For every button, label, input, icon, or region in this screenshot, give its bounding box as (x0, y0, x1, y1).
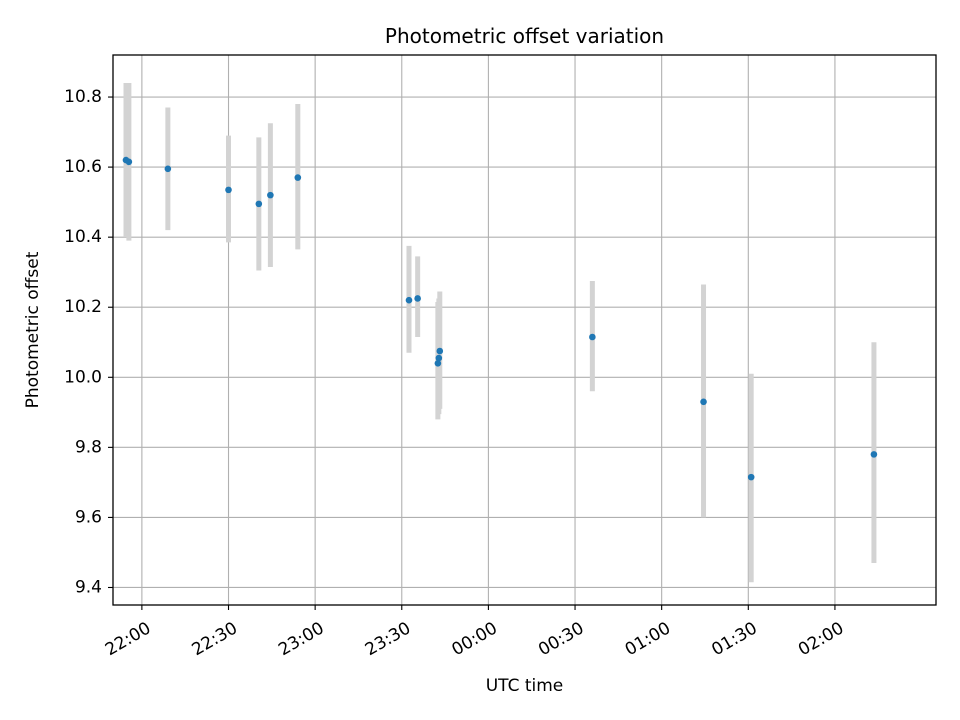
data-point (164, 165, 172, 173)
x-axis-title: UTC time (486, 676, 564, 696)
data-point (255, 200, 263, 208)
y-tick-label: 10.2 (64, 297, 102, 317)
y-tick-label: 10.8 (64, 87, 102, 107)
y-tick-label: 9.8 (75, 437, 102, 457)
data-point (225, 186, 232, 194)
y-tick-label: 10.0 (64, 367, 102, 387)
plot-frame (112, 54, 937, 606)
data-point (294, 174, 302, 181)
data-point (125, 158, 133, 166)
data-point (870, 451, 878, 458)
data-point (414, 295, 421, 302)
data-point (747, 473, 755, 481)
data-point (434, 359, 442, 367)
chart-title: Photometric offset variation (385, 24, 664, 48)
y-tick-label: 9.6 (75, 507, 102, 527)
y-axis-ticks: 9.4 9.6 9.8 10.0 10.2 10.4 10.6 10.8 (64, 87, 113, 597)
data-point (267, 191, 274, 199)
grid (113, 55, 936, 605)
data-points (122, 156, 878, 481)
y-tick-label: 9.4 (75, 577, 102, 597)
y-tick-label: 10.6 (64, 157, 102, 177)
y-tick-label: 10.4 (64, 227, 102, 247)
data-point (435, 354, 443, 362)
data-point (436, 347, 444, 355)
data-point (700, 398, 707, 406)
data-point (589, 333, 596, 341)
data-point (405, 296, 413, 304)
y-axis-title: Photometric offset (23, 251, 43, 408)
